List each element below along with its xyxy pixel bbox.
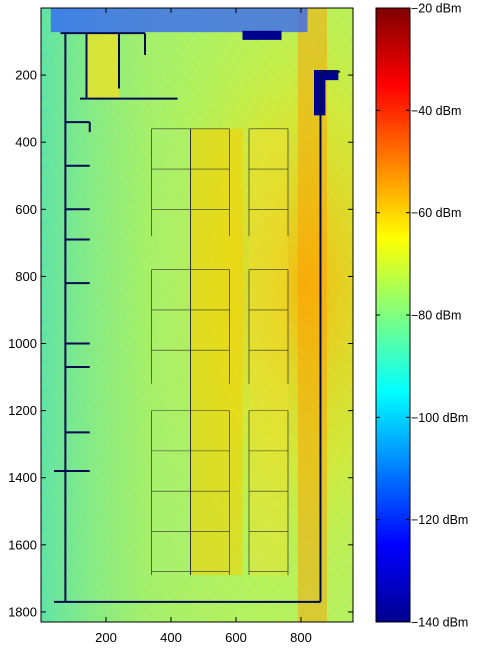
colorbar-tick-label: −20 dBm xyxy=(411,2,461,16)
y-tick-label: 400 xyxy=(15,135,37,150)
colorbar-tick-label: −60 dBm xyxy=(411,206,461,220)
cubicle-lines xyxy=(151,128,289,576)
x-tick-label: 800 xyxy=(290,630,312,645)
x-tick-label: 400 xyxy=(160,630,182,645)
colorbar-tick-label: −100 dBm xyxy=(411,411,468,425)
y-tick-label: 1400 xyxy=(8,470,37,485)
y-axis: 200 400 600 800 1000 1200 1400 1600 1800 xyxy=(8,68,353,619)
colorbar-ticks: −20 dBm −40 dBm −60 dBm −80 dBm −100 dBm −120… xyxy=(376,2,468,630)
wall-lines xyxy=(54,32,340,603)
obstacle-top xyxy=(242,30,282,40)
y-tick-label: 600 xyxy=(15,202,37,217)
y-tick-label: 1800 xyxy=(8,604,37,619)
colorbar-tick-label: −120 dBm xyxy=(411,513,468,527)
y-tick-label: 200 xyxy=(15,68,37,83)
heatmap-field xyxy=(41,8,353,622)
colorbar-tick-label: −40 dBm xyxy=(411,104,461,118)
x-tick-label: 200 xyxy=(95,630,117,645)
x-axis: 200 400 600 800 xyxy=(95,8,312,645)
field-room-center xyxy=(190,128,243,576)
colorbar-tick-label: −140 dBm xyxy=(411,616,468,630)
y-tick-label: 1000 xyxy=(8,336,37,351)
obstacle-right-cap xyxy=(314,70,339,81)
x-tick-label: 600 xyxy=(225,630,247,645)
field-room-top xyxy=(86,33,119,99)
field-top-band xyxy=(50,8,308,33)
colorbar-tick-label: −80 dBm xyxy=(411,309,461,323)
y-tick-label: 1200 xyxy=(8,403,37,418)
plot-frame xyxy=(40,7,354,623)
field-room-center-right xyxy=(249,128,288,576)
y-tick-label: 800 xyxy=(15,269,37,284)
y-tick-label: 1600 xyxy=(8,537,37,552)
field-room-center-left xyxy=(151,128,191,576)
colorbar xyxy=(375,7,411,623)
